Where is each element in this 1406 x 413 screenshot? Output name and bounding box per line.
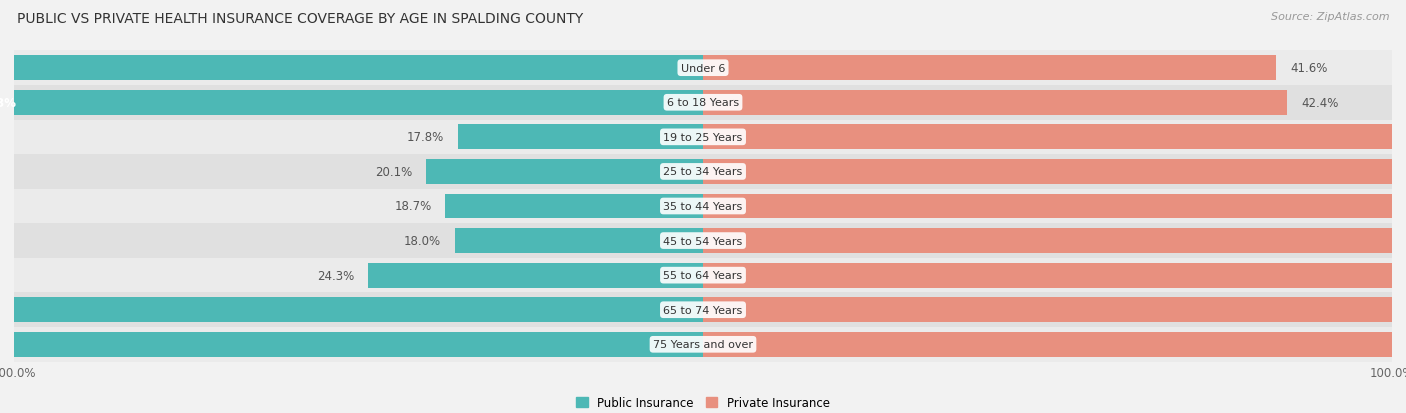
Text: 45 to 54 Years: 45 to 54 Years — [664, 236, 742, 246]
Bar — [14, 155, 1392, 189]
Bar — [703, 297, 1406, 323]
Legend: Public Insurance, Private Insurance: Public Insurance, Private Insurance — [571, 392, 835, 413]
Text: 55 to 64 Years: 55 to 64 Years — [664, 271, 742, 280]
Bar — [703, 228, 1406, 254]
Text: Source: ZipAtlas.com: Source: ZipAtlas.com — [1271, 12, 1389, 22]
Text: 75 Years and over: 75 Years and over — [652, 339, 754, 349]
Bar — [446, 194, 703, 219]
Text: PUBLIC VS PRIVATE HEALTH INSURANCE COVERAGE BY AGE IN SPALDING COUNTY: PUBLIC VS PRIVATE HEALTH INSURANCE COVER… — [17, 12, 583, 26]
Bar — [14, 189, 1392, 224]
Text: 19 to 25 Years: 19 to 25 Years — [664, 133, 742, 142]
Text: 17.8%: 17.8% — [406, 131, 444, 144]
Bar — [14, 86, 1392, 120]
Bar — [703, 194, 1406, 219]
Bar — [14, 293, 1392, 327]
Bar — [0, 90, 703, 116]
Bar — [458, 125, 703, 150]
Bar — [14, 51, 1392, 86]
Bar — [426, 159, 703, 185]
Text: 41.6%: 41.6% — [1289, 62, 1327, 75]
Text: 42.4%: 42.4% — [1301, 97, 1339, 109]
Text: 35 to 44 Years: 35 to 44 Years — [664, 202, 742, 211]
Bar — [703, 332, 1406, 357]
Bar — [703, 56, 1277, 81]
Bar — [14, 224, 1392, 258]
Text: 18.0%: 18.0% — [404, 235, 441, 247]
Bar — [456, 228, 703, 254]
Text: Under 6: Under 6 — [681, 64, 725, 74]
Text: 25 to 34 Years: 25 to 34 Years — [664, 167, 742, 177]
Bar — [703, 90, 1288, 116]
Bar — [0, 297, 703, 323]
Bar — [14, 327, 1392, 362]
Bar — [0, 332, 703, 357]
Text: 24.3%: 24.3% — [318, 269, 354, 282]
Text: 20.1%: 20.1% — [375, 166, 412, 178]
Text: 65 to 74 Years: 65 to 74 Years — [664, 305, 742, 315]
Text: 6 to 18 Years: 6 to 18 Years — [666, 98, 740, 108]
Text: 18.7%: 18.7% — [394, 200, 432, 213]
Bar — [703, 159, 1406, 185]
Bar — [0, 56, 703, 81]
Text: 54.3%: 54.3% — [0, 97, 17, 109]
Bar — [14, 120, 1392, 155]
Bar — [14, 258, 1392, 293]
Bar — [703, 263, 1406, 288]
Bar — [368, 263, 703, 288]
Bar — [703, 125, 1406, 150]
